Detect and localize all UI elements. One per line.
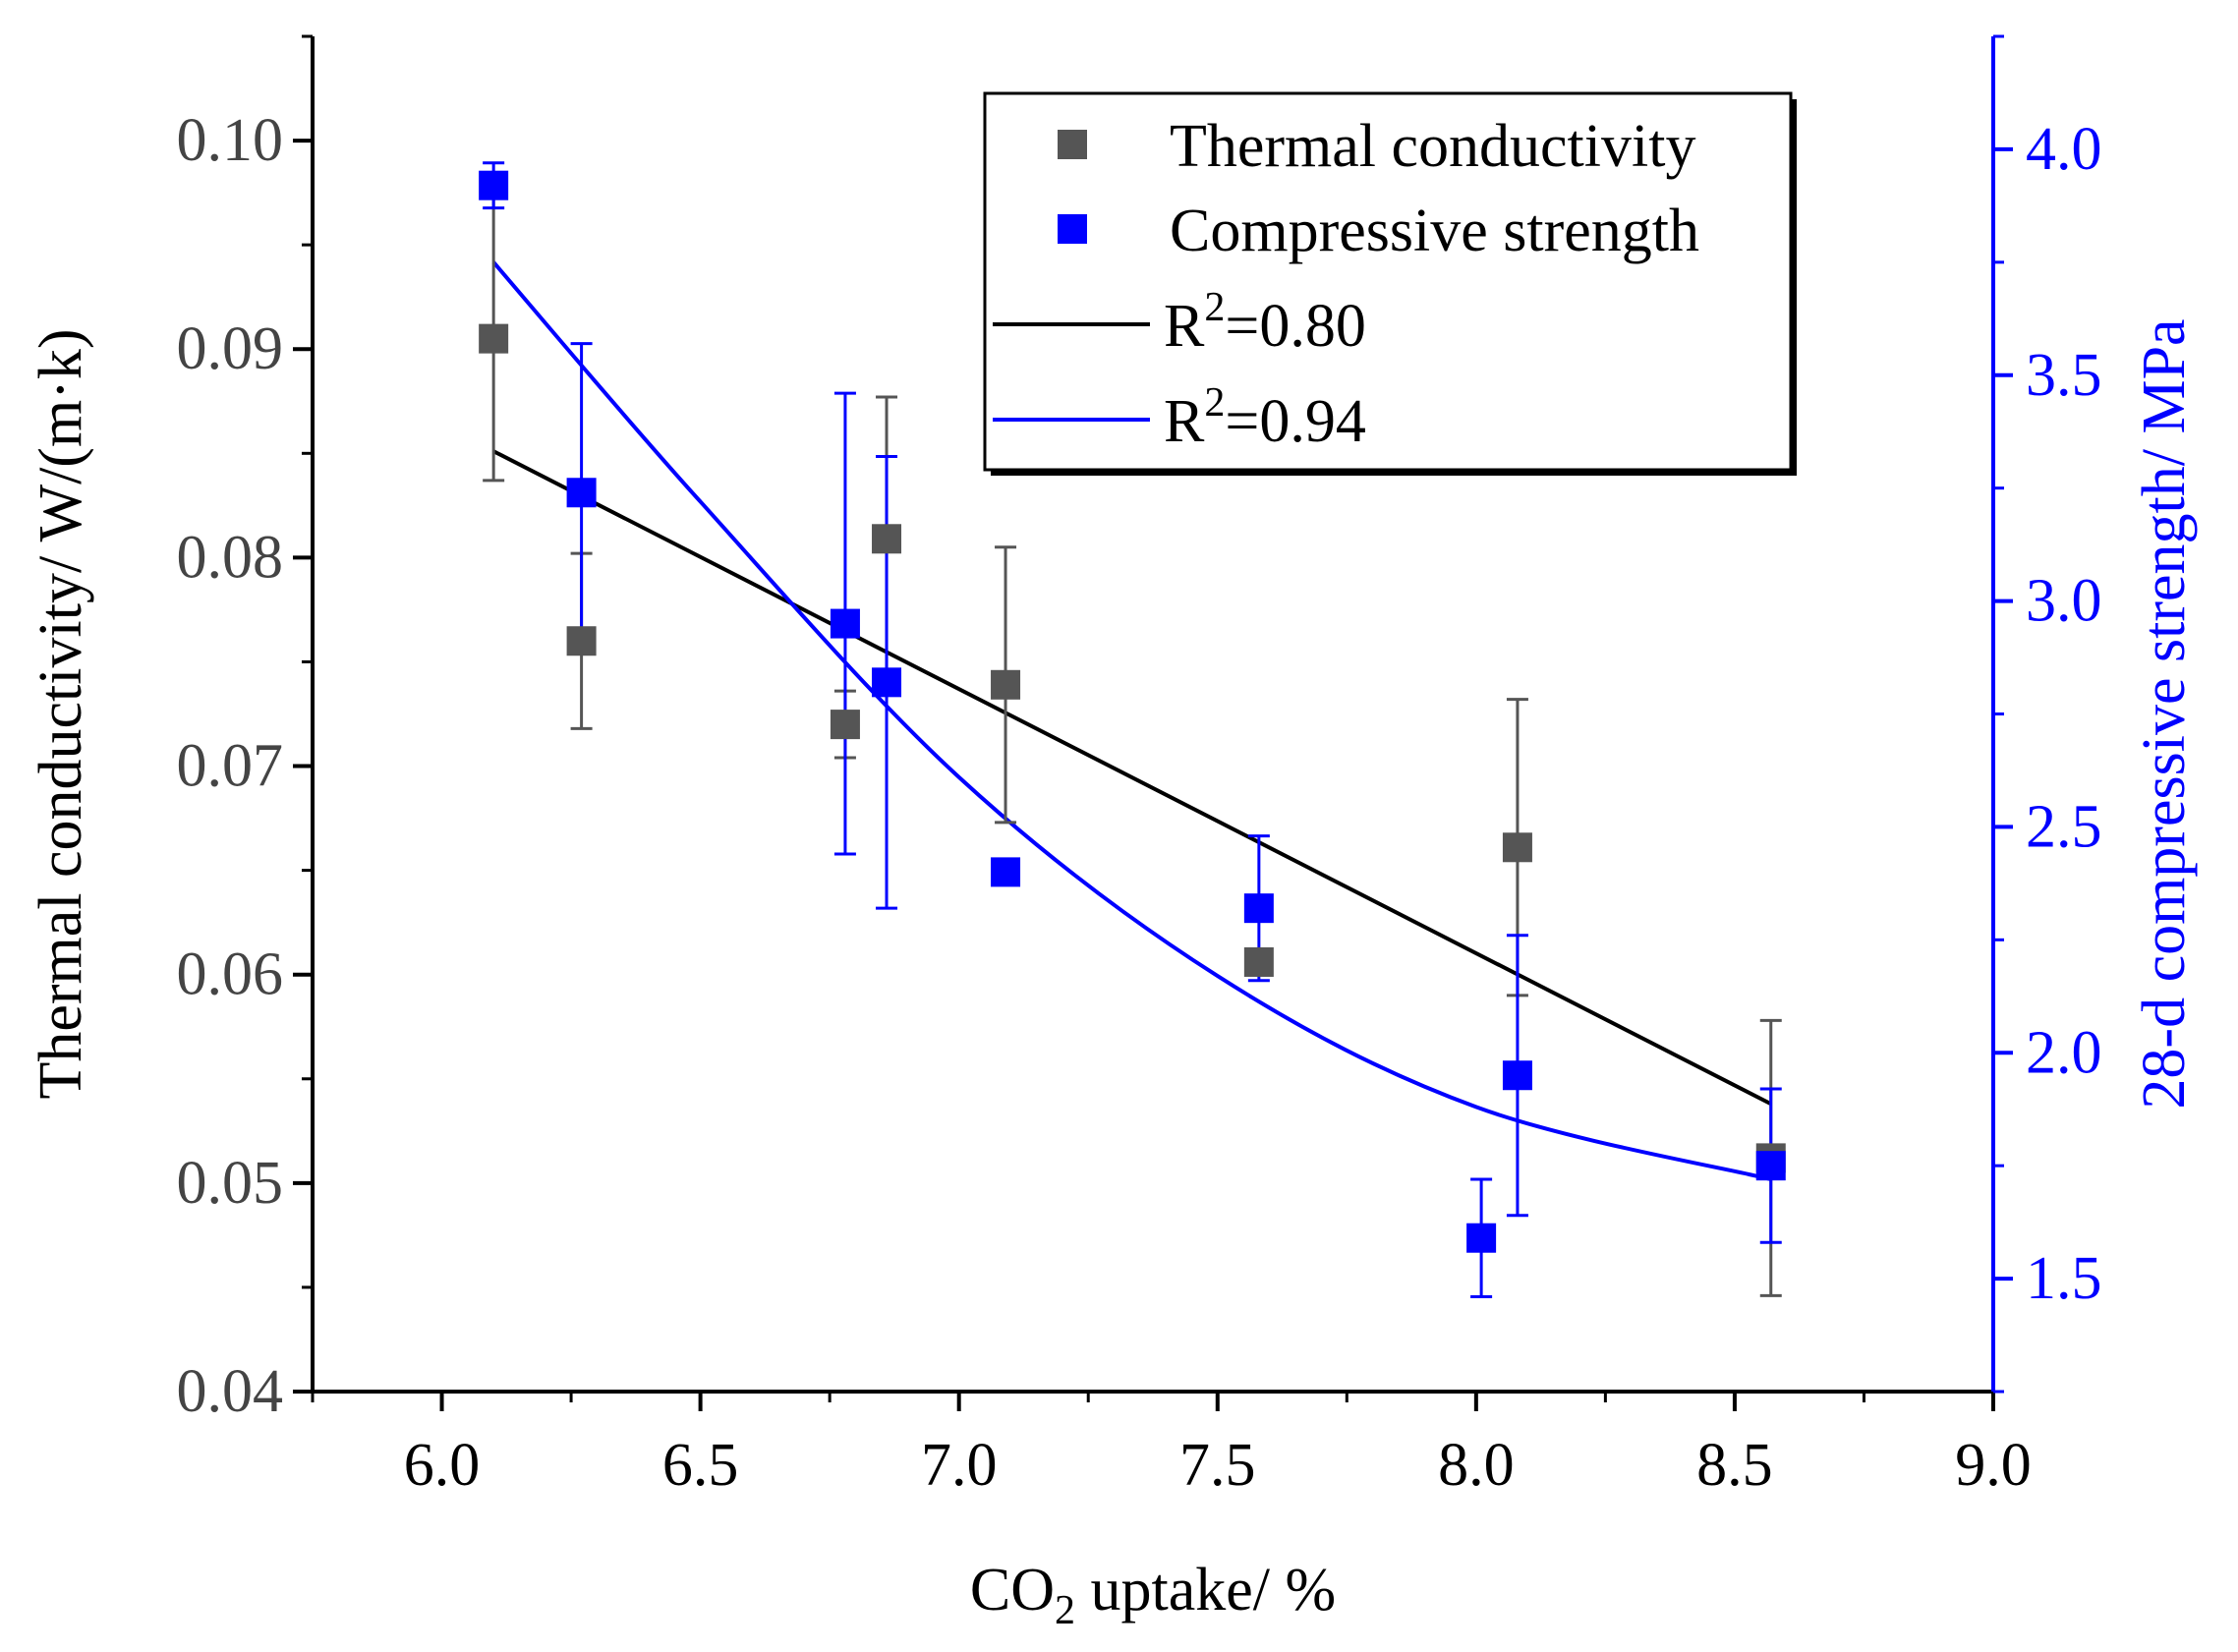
x-axis-title-suffix: uptake/ %: [1075, 1557, 1336, 1624]
x-tick-label: 8.0: [1438, 1432, 1515, 1499]
y-right-tick-label: 2.0: [2026, 1019, 2102, 1086]
legend-marker-strength: [1058, 214, 1087, 244]
thermal-marker: [479, 323, 509, 354]
legend-r2-prefix: R: [1164, 293, 1205, 360]
legend-frame: [983, 91, 1793, 472]
x-tick-label: 7.5: [1179, 1432, 1256, 1499]
y-right-tick-label: 1.5: [2026, 1245, 2102, 1312]
y-left-tick-label: 0.07: [177, 733, 284, 800]
y-right-tick-label: 4.0: [2026, 116, 2102, 183]
strength-marker: [1502, 1060, 1532, 1091]
legend-label-strength: Compressive strength: [1170, 198, 1699, 264]
x-tick-label: 9.0: [1955, 1432, 2032, 1499]
y-left-tick-label: 0.08: [177, 524, 284, 591]
legend-label-r2-thermal: R2=0.80: [1164, 285, 1366, 360]
strength-marker: [991, 857, 1021, 887]
legend-r2-suffix: =0.94: [1225, 388, 1365, 455]
y-left-axis-title: Thermal conductivity/ W/(m·k): [28, 329, 94, 1100]
legend: Thermal conductivity Compressive strength…: [983, 91, 1797, 476]
thermal-marker: [872, 524, 902, 554]
fit-line-thermal: [492, 449, 1772, 1107]
x-tick-label: 6.5: [662, 1432, 739, 1499]
legend-r2-superscript: 2: [1204, 285, 1225, 330]
y-right-tick-label: 3.5: [2026, 342, 2102, 409]
x-tick-label: 7.0: [921, 1432, 998, 1499]
legend-r2-superscript: 2: [1204, 380, 1225, 426]
strength-marker: [830, 608, 860, 639]
legend-label-r2-strength: R2=0.94: [1164, 380, 1366, 455]
legend-marker-thermal: [1058, 130, 1087, 159]
y-right-tick-label: 2.5: [2026, 793, 2102, 860]
x-axis-title: CO2 uptake/ %: [970, 1557, 1336, 1633]
y-left-tick-label: 0.10: [177, 107, 284, 174]
x-tick-label: 8.5: [1696, 1432, 1773, 1499]
strength-marker: [1243, 893, 1274, 924]
fits-layer: [491, 260, 1772, 1181]
y-left-tick-label: 0.06: [177, 941, 284, 1008]
y-left-tick-label: 0.09: [177, 315, 284, 382]
legend-r2-prefix: R: [1164, 388, 1205, 455]
strength-marker: [1466, 1223, 1497, 1253]
y-left-tick-label: 0.05: [177, 1150, 284, 1217]
strength-marker: [479, 170, 509, 200]
y-right-tick-label: 3.0: [2026, 568, 2102, 635]
legend-r2-suffix: =0.80: [1225, 293, 1365, 360]
axes-layer: 6.0 6.5 7.0 7.5 8.0 8.5 9.0 0.04 0.05 0.06 0.07 0.0…: [28, 34, 2198, 1633]
legend-label-thermal: Thermal conductivity: [1170, 113, 1695, 180]
thermal-marker: [991, 669, 1021, 700]
x-tick-label: 6.0: [404, 1432, 481, 1499]
fit-line-strength: [491, 260, 1772, 1181]
strength-marker: [1755, 1151, 1786, 1181]
x-axis-title-prefix: CO: [970, 1557, 1055, 1624]
thermal-marker: [1502, 832, 1532, 863]
y-left-tick-label: 0.04: [177, 1358, 284, 1425]
strength-marker: [566, 478, 597, 508]
markers-layer: [479, 170, 1786, 1253]
thermal-marker: [1243, 946, 1274, 977]
strength-marker: [872, 667, 902, 698]
thermal-marker: [830, 710, 860, 740]
x-axis-title-subscript: 2: [1055, 1588, 1075, 1633]
y-right-axis-title: 28-d compressive strength/ MPa: [2131, 318, 2198, 1109]
thermal-marker: [566, 626, 597, 656]
